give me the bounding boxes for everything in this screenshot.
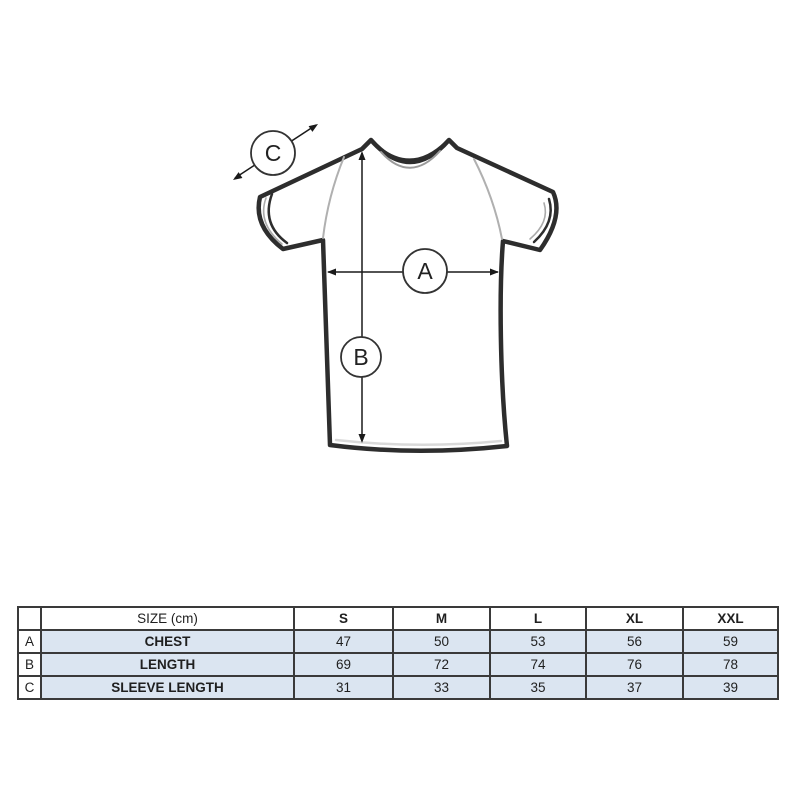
table-row-sleeve-length: C SLEEVE LENGTH 31 33 35 37 39	[17, 675, 779, 700]
value-cell: 72	[392, 652, 491, 677]
row-label-cell: SLEEVE LENGTH	[40, 675, 295, 700]
sleeve-badge: C	[250, 130, 296, 176]
value-cell: 78	[682, 652, 779, 677]
value-cell: 59	[682, 629, 779, 654]
size-col-header-xxl: XXL	[682, 606, 779, 631]
size-col-header-s: S	[293, 606, 394, 631]
corner-cell	[17, 606, 42, 631]
length-badge: B	[340, 336, 382, 378]
chest-badge: A	[402, 248, 448, 294]
value-cell: 33	[392, 675, 491, 700]
row-key-cell: B	[17, 652, 42, 677]
value-cell: 37	[585, 675, 684, 700]
table-row-length: B LENGTH 69 72 74 76 78	[17, 652, 779, 677]
collar-inner-line	[372, 140, 448, 161]
length-badge-label: B	[353, 344, 368, 370]
value-cell: 53	[489, 629, 587, 654]
right-sleeve-seam	[473, 158, 503, 240]
value-cell: 76	[585, 652, 684, 677]
value-cell: 50	[392, 629, 491, 654]
row-key-cell: C	[17, 675, 42, 700]
size-col-header-xl: XL	[585, 606, 684, 631]
row-key-cell: A	[17, 629, 42, 654]
value-cell: 56	[585, 629, 684, 654]
size-col-header-m: M	[392, 606, 491, 631]
right-cuff-line	[532, 197, 552, 244]
value-cell: 35	[489, 675, 587, 700]
table-row-chest: A CHEST 47 50 53 56 59	[17, 629, 779, 654]
value-cell: 31	[293, 675, 394, 700]
bottom-hem-shadow	[334, 438, 503, 447]
chest-badge-label: A	[417, 258, 433, 284]
row-label-cell: CHEST	[40, 629, 295, 654]
left-cuff-shadow-line	[262, 197, 283, 245]
value-cell: 47	[293, 629, 394, 654]
tshirt-outline	[256, 137, 559, 453]
right-cuff-shadow-line	[529, 202, 547, 240]
left-cuff-line	[267, 192, 289, 245]
size-table: SIZE (cm) S M L XL XXL A CHEST 47 50 53 …	[17, 606, 779, 700]
size-header-cell: SIZE (cm)	[40, 606, 295, 631]
table-header-row: SIZE (cm) S M L XL XXL	[17, 606, 779, 631]
left-sleeve-seam	[322, 156, 345, 239]
value-cell: 39	[682, 675, 779, 700]
value-cell: 69	[293, 652, 394, 677]
value-cell: 74	[489, 652, 587, 677]
tshirt-measurement-diagram: C A B	[233, 124, 559, 453]
size-col-header-l: L	[489, 606, 587, 631]
row-label-cell: LENGTH	[40, 652, 295, 677]
sleeve-badge-label: C	[265, 140, 282, 166]
length-arrow	[358, 151, 366, 443]
collar-shadow-line	[380, 150, 441, 169]
